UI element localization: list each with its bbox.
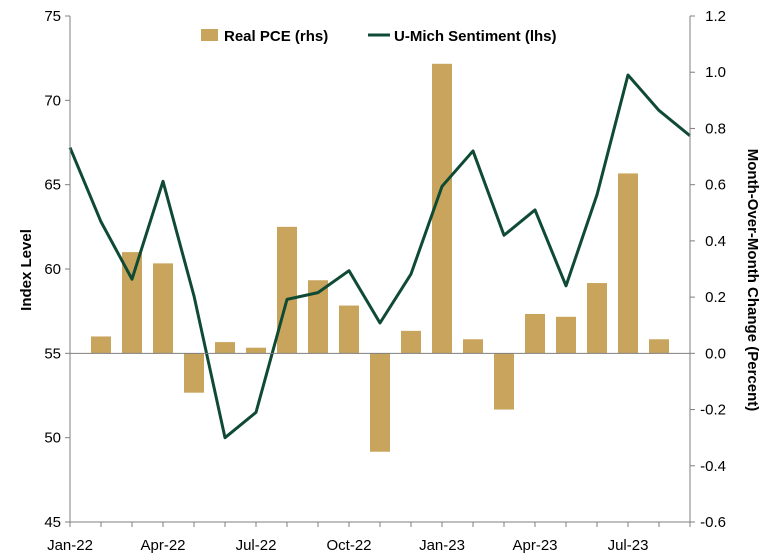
- pce-bar: [153, 263, 173, 354]
- y-right-tick-label: -0.6: [700, 514, 726, 531]
- pce-bar: [122, 252, 142, 354]
- y-right-tick-label: 1.0: [705, 64, 726, 81]
- pce-bar: [618, 173, 638, 354]
- y-left-tick-label: 50: [44, 430, 61, 447]
- axes: [65, 15, 695, 527]
- pce-bar: [525, 313, 545, 354]
- y-left-tick-label: 75: [44, 8, 61, 25]
- x-tick-label: Apr-22: [140, 537, 185, 554]
- legend-label-real-pce: Real PCE (rhs): [224, 28, 328, 45]
- y-right-tick-label: -0.2: [700, 402, 726, 419]
- pce-bar: [587, 283, 607, 354]
- pce-bar: [432, 63, 452, 354]
- x-tick-label: Jul-23: [608, 537, 649, 554]
- y-left-tick-label: 70: [44, 92, 61, 109]
- pce-bar: [494, 353, 514, 410]
- y-right-tick-label: 0.4: [705, 233, 726, 250]
- pce-bar: [215, 342, 235, 354]
- y-axis-right-title: Month-Over-Month Change (Percent): [744, 149, 761, 412]
- x-tick-label: Jan-22: [47, 537, 93, 554]
- y-left-tick-label: 65: [44, 177, 61, 194]
- y-axis-left-title: Index Level: [18, 229, 35, 311]
- y-right-tick-label: 0.8: [705, 120, 726, 137]
- sentiment-line: [68, 73, 691, 440]
- pce-bar: [91, 336, 111, 354]
- y-right-tick-label: 0.6: [705, 177, 726, 194]
- line-series: [68, 73, 691, 440]
- pce-bar: [370, 353, 390, 452]
- y-left-tick-label: 55: [44, 345, 61, 362]
- pce-bar: [184, 353, 204, 393]
- legend: Real PCE (rhs) U-Mich Sentiment (lhs): [201, 28, 557, 45]
- y-right-tick-label: 0.2: [705, 289, 726, 306]
- pce-bar: [277, 226, 297, 354]
- x-tick-label: Jul-22: [236, 537, 277, 554]
- x-tick-label: Jan-23: [419, 537, 465, 554]
- pce-bar: [246, 347, 266, 354]
- pce-bar: [308, 280, 328, 354]
- x-tick-label: Oct-22: [326, 537, 371, 554]
- legend-label-umich: U-Mich Sentiment (lhs): [394, 28, 557, 45]
- pce-bar: [649, 339, 669, 354]
- pce-bar: [556, 316, 576, 354]
- pce-bar: [339, 305, 359, 354]
- y-left-tick-label: 45: [44, 514, 61, 531]
- y-right-tick-label: 1.2: [705, 8, 726, 25]
- bar-series: [91, 63, 669, 452]
- pce-bar: [401, 330, 421, 354]
- tick-labels: 45 50 55 60 65 70 75 -0.6 -0.4 -0.2 0.0 0.2 0.4 0.6 0.…: [44, 8, 726, 554]
- y-left-tick-label: 60: [44, 261, 61, 278]
- legend-swatch-real-pce: [201, 29, 218, 41]
- y-right-tick-label: 0.0: [705, 345, 726, 362]
- y-right-tick-label: -0.4: [700, 458, 726, 475]
- pce-bar: [463, 339, 483, 354]
- x-tick-label: Apr-23: [512, 537, 557, 554]
